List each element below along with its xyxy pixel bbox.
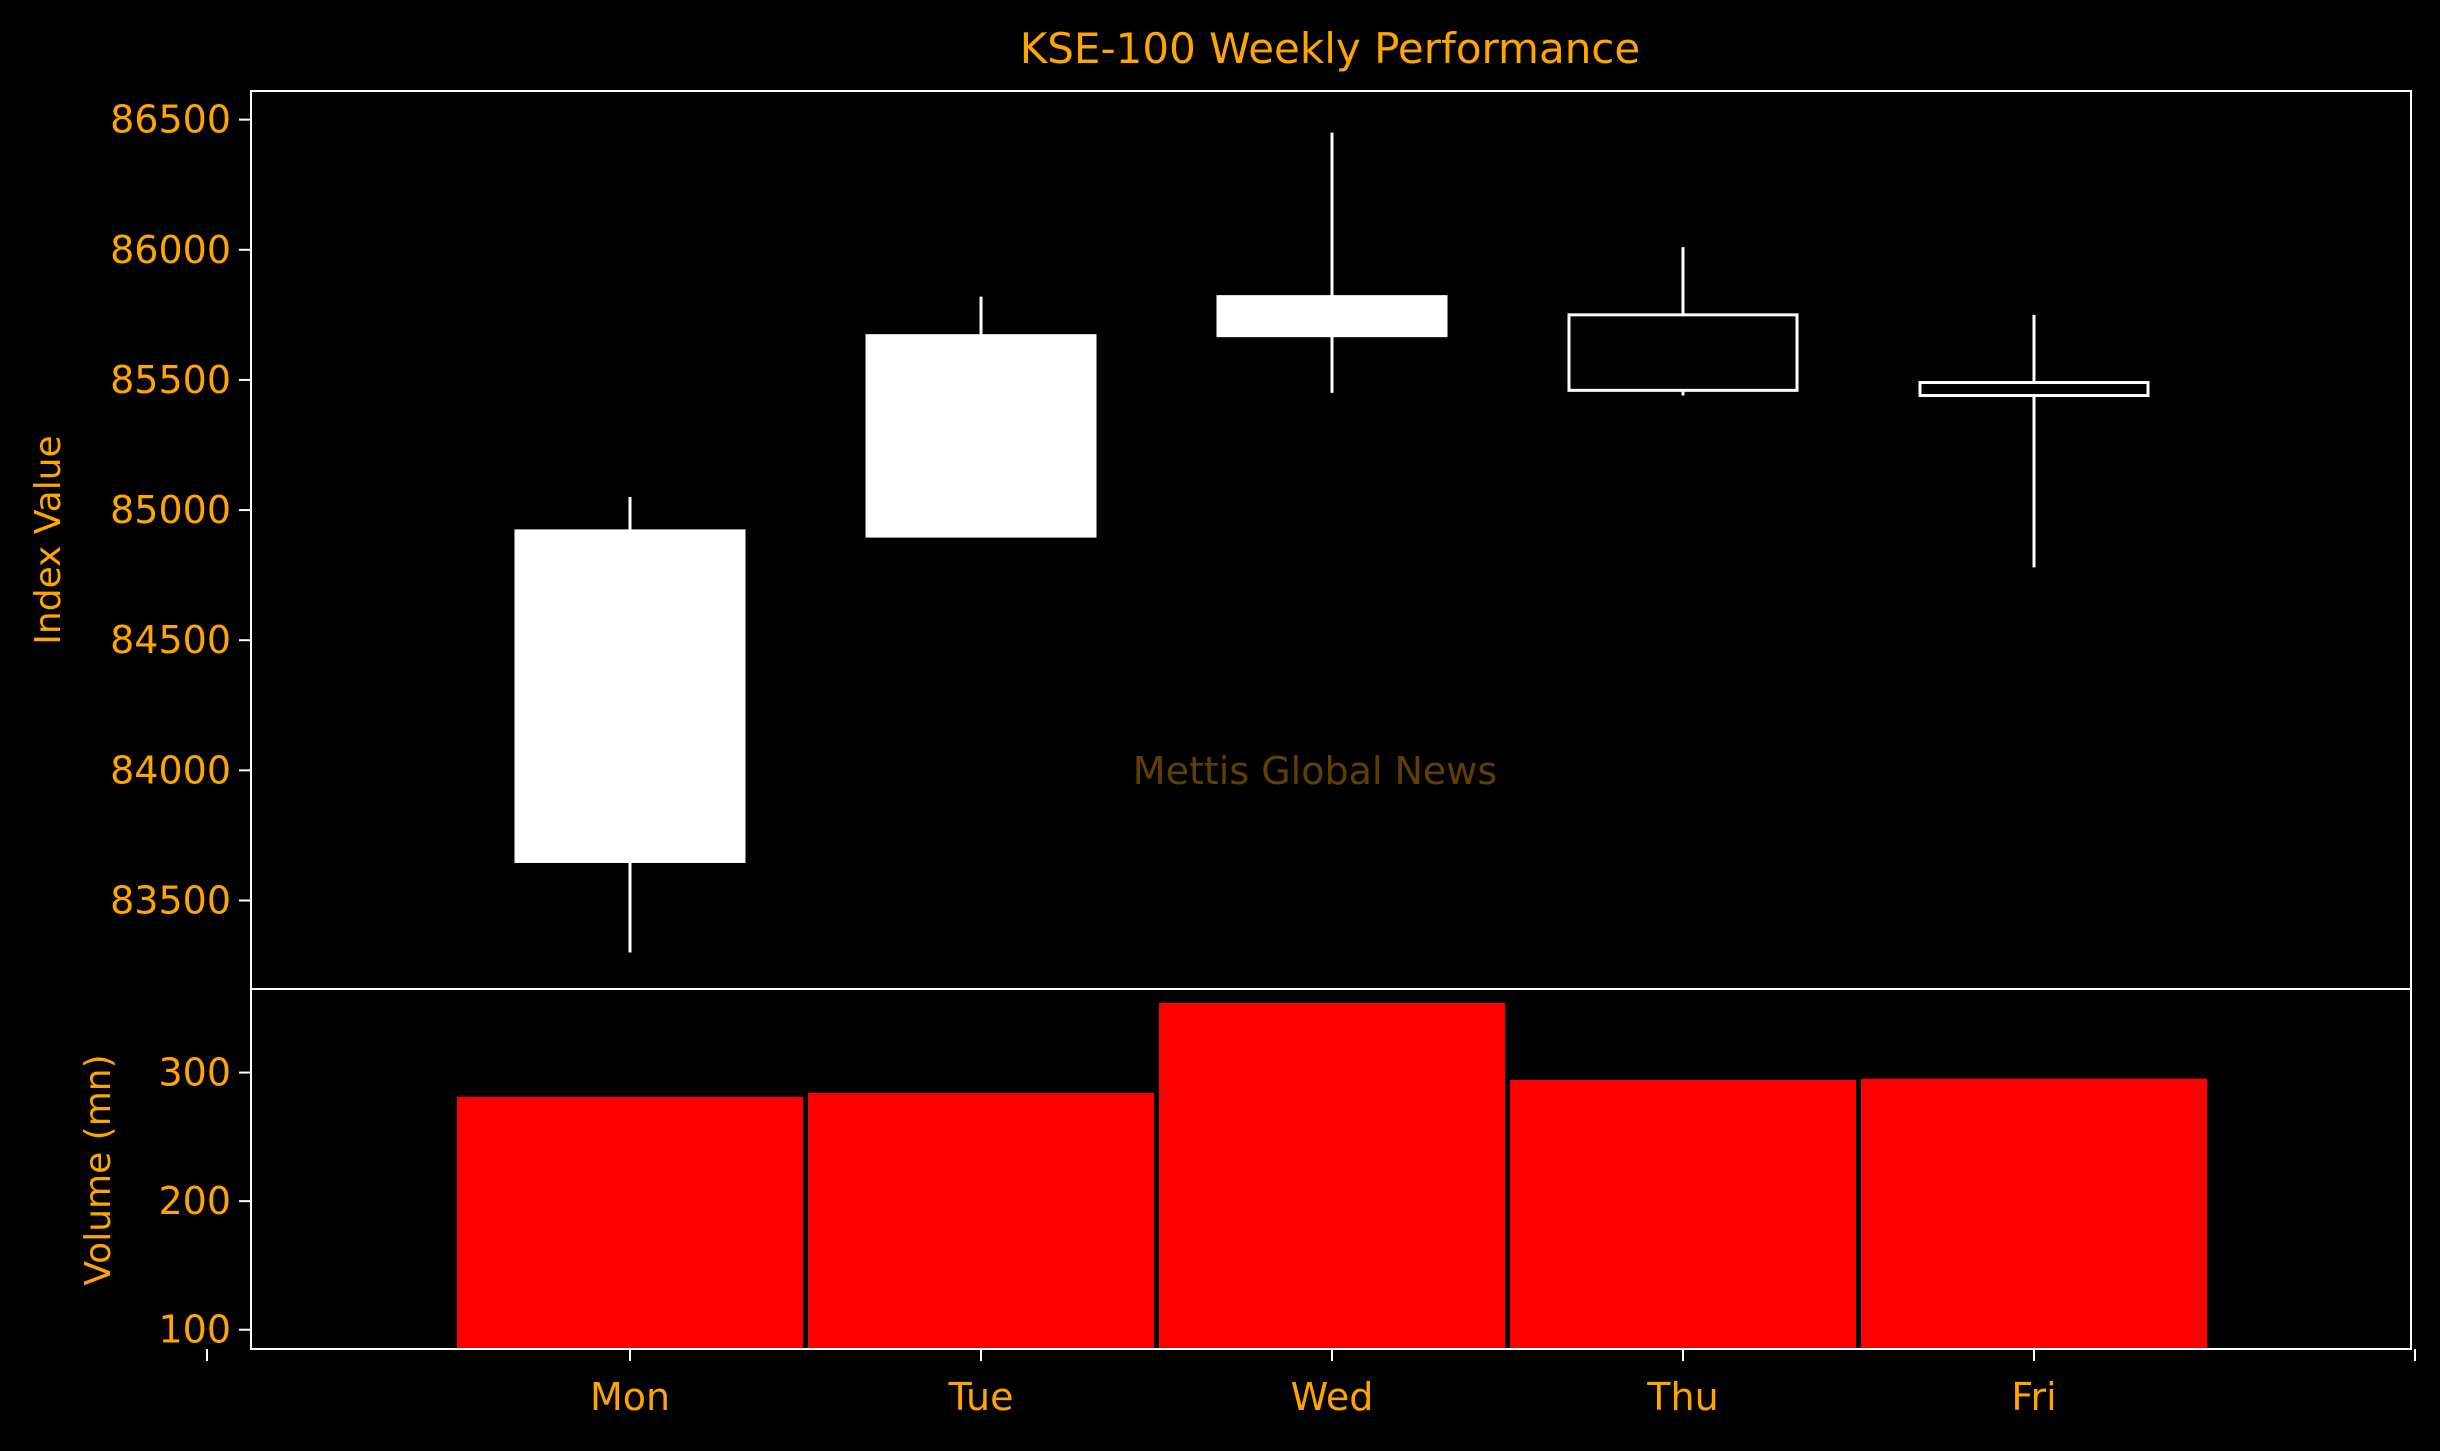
volume-bar-fri — [1859, 1076, 2209, 1350]
price-y-ticks: 83500 84000 84500 85000 85500 86000 86500 — [110, 98, 251, 923]
candles — [514, 132, 2150, 953]
volume-y-ticks: 100 200 300 — [158, 1051, 251, 1352]
candle-body-mon — [514, 529, 746, 863]
price-axis-label: Index Value — [28, 435, 69, 644]
x-tick-label-wed: Wed — [1291, 1375, 1374, 1419]
volume-tick-label: 200 — [158, 1179, 231, 1223]
x-tick-label-fri: Fri — [2011, 1375, 2056, 1419]
volume-bar-mon — [455, 1094, 805, 1350]
volume-axis-label: Volume (mn) — [78, 1054, 119, 1285]
candle-body-tue — [865, 334, 1097, 538]
x-tick-label-tue: Tue — [948, 1375, 1014, 1419]
chart-title: KSE-100 Weekly Performance — [1020, 24, 1641, 73]
price-tick-label: 83500 — [110, 879, 231, 923]
price-tick-label: 85500 — [110, 358, 231, 402]
candle-body-fri — [1918, 381, 2150, 398]
candle-body-wed — [1216, 295, 1448, 338]
volume-bar-wed — [1157, 1000, 1507, 1350]
price-tick-label: 85000 — [110, 488, 231, 532]
volume-bar-thu — [1508, 1078, 1858, 1350]
price-tick-label: 84000 — [110, 748, 231, 792]
price-tick-label: 86500 — [110, 98, 231, 142]
price-tick-label: 84500 — [110, 618, 231, 662]
candle-body-thu — [1567, 313, 1799, 392]
volume-bar-tue — [806, 1090, 1156, 1351]
volume-tick-label: 300 — [158, 1051, 231, 1095]
x-axis-ticks: Mon Tue Wed Thu Fri — [206, 1349, 2416, 1419]
x-tick-label-mon: Mon — [590, 1375, 670, 1419]
x-tick-label-thu: Thu — [1646, 1375, 1718, 1419]
volume-axes-frame — [250, 988, 2412, 1350]
volume-bars — [455, 1000, 2209, 1351]
watermark: Mettis Global News — [1133, 749, 1497, 793]
price-tick-label: 86000 — [110, 228, 231, 272]
volume-tick-label: 100 — [158, 1308, 231, 1352]
